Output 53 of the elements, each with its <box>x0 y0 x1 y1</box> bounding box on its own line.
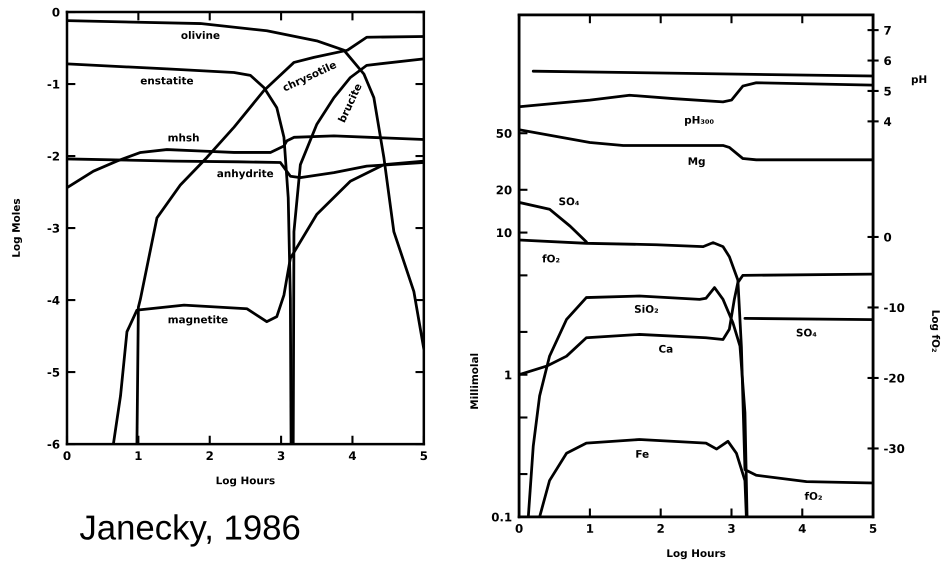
series-label: Mg <box>688 157 705 168</box>
y-tick-label: 50 <box>496 128 512 138</box>
text: Janecky, 1986 <box>80 514 300 547</box>
x-tick-label: 0 <box>516 524 523 533</box>
y-tick-label: -3 <box>48 224 60 233</box>
y3-tick-label: -20 <box>884 374 904 383</box>
text: fO₂ <box>542 254 560 262</box>
y-axis-title: Log Moles <box>12 198 22 257</box>
y2-axis-title: pH <box>912 75 926 86</box>
series-label: SO₄ <box>559 197 580 206</box>
y-tick-label: 0.1 <box>492 512 512 522</box>
y2-tick-label: 5 <box>884 86 891 96</box>
y-tick-label: -5 <box>48 368 60 377</box>
y3-tick-label: -30 <box>884 444 904 454</box>
y-tick-label: 0 <box>52 8 60 17</box>
series-label: fO₂ <box>804 492 822 500</box>
x-tick-label: 3 <box>728 524 735 533</box>
y-tick-label: 1 <box>505 370 512 380</box>
series-label: Fe <box>636 450 649 458</box>
x-tick-label: 0 <box>63 451 71 460</box>
y-tick-label: 10 <box>497 228 512 238</box>
x-tick-label: 4 <box>798 524 806 533</box>
y-tick-label: -4 <box>48 296 60 305</box>
y2-tick-label: 6 <box>884 56 892 66</box>
series-label: Ca <box>659 344 672 353</box>
x-tick-label: 2 <box>206 451 213 460</box>
series-label: mhsh <box>168 133 199 142</box>
y-tick-label: -1 <box>48 80 60 89</box>
y3-axis-title: Log fO₂ <box>930 310 940 352</box>
text: SO₄ <box>796 328 816 337</box>
x-axis-title: Log Hours <box>216 476 275 486</box>
y-tick-label: 20 <box>496 186 512 194</box>
legend-label: olivine <box>181 31 220 40</box>
y-tick-label: -6 <box>48 440 60 449</box>
y3-tick-label: -10 <box>884 303 904 312</box>
y3-tick-label: 0 <box>884 232 892 242</box>
y2-tick-label: 7 <box>884 26 891 35</box>
series-label: SiO₂ <box>634 304 658 313</box>
x-tick-label: 1 <box>587 524 594 533</box>
series-label: enstatite <box>140 76 194 84</box>
series-label: pH₃₀₀ <box>685 116 714 126</box>
x-tick-label: 5 <box>870 524 876 533</box>
x-axis-title: Log Hours <box>667 549 726 560</box>
x-tick-label: 1 <box>136 451 142 460</box>
x-tick-label: 2 <box>658 524 664 533</box>
x-tick-label: 5 <box>420 451 428 460</box>
series-label: magnetite <box>168 315 228 326</box>
y-axis-title: Millimolal <box>470 354 478 409</box>
y-tick-label: -2 <box>48 152 60 161</box>
x-tick-label: 4 <box>348 451 356 460</box>
x-tick-label: 3 <box>278 451 284 460</box>
y2-tick-label: 4 <box>884 117 892 126</box>
series-label: anhydrite <box>217 169 274 180</box>
